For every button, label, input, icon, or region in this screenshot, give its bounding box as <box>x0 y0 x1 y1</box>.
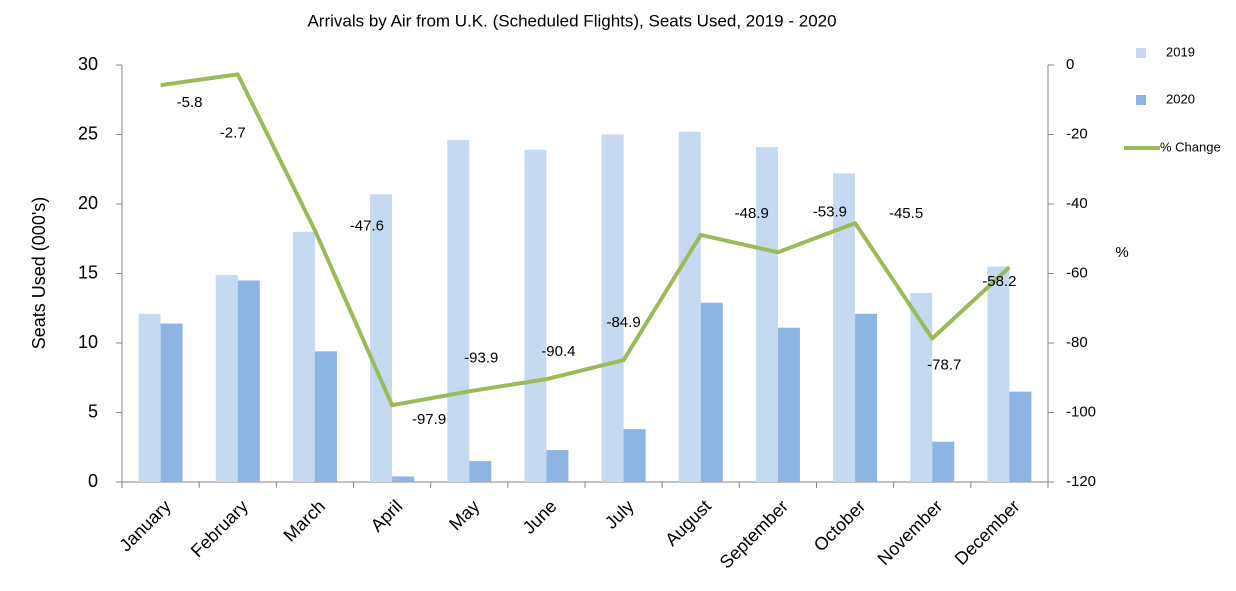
x-tick-label: October <box>810 496 869 555</box>
y-tick-label: 5 <box>88 401 98 421</box>
data-label: -48.9 <box>735 205 769 222</box>
data-label: -58.2 <box>982 273 1016 290</box>
x-tick-label: February <box>187 496 252 561</box>
bar <box>987 266 1010 482</box>
x-tick-label: August <box>661 496 715 550</box>
data-label: -97.9 <box>412 411 446 428</box>
bar <box>1009 391 1032 482</box>
bar <box>314 351 337 482</box>
data-label: -93.9 <box>464 349 498 366</box>
x-tick-label: January <box>115 496 174 555</box>
x-tick-label: June <box>519 496 561 538</box>
y-tick-label: 20 <box>78 193 98 213</box>
bar <box>370 194 393 482</box>
x-tick-label: December <box>951 496 1024 569</box>
legend-swatch <box>1136 95 1146 105</box>
legend-label: % Change <box>1160 139 1221 154</box>
y2-tick-label: -60 <box>1066 264 1088 281</box>
x-tick-label: April <box>367 496 407 536</box>
bar <box>447 140 470 482</box>
y2-tick-label: -100 <box>1066 403 1096 420</box>
legend-label: 2019 <box>1166 44 1195 59</box>
y2-tick-label: -20 <box>1066 125 1088 142</box>
bar <box>755 147 778 482</box>
data-label: -2.7 <box>220 124 246 141</box>
line <box>160 72 1011 408</box>
chart-title: Arrivals by Air from U.K. (Scheduled Fli… <box>307 11 836 30</box>
bar <box>700 302 723 482</box>
legend-label: 2020 <box>1166 91 1195 106</box>
data-label: -78.7 <box>927 356 961 373</box>
y-tick-label: 0 <box>88 471 98 491</box>
bar <box>777 327 800 482</box>
legend-swatch <box>1136 48 1146 58</box>
data-label: -45.5 <box>889 205 923 222</box>
bar <box>469 461 492 482</box>
bar <box>855 313 878 482</box>
y2-tick-label: -40 <box>1066 195 1088 212</box>
x-tick-label: September <box>716 496 792 572</box>
y-tick-label: 15 <box>78 262 98 282</box>
bar <box>138 313 161 482</box>
data-label: -90.4 <box>541 343 575 360</box>
bar <box>215 274 238 482</box>
bar <box>392 476 415 482</box>
x-tick-label: November <box>874 496 947 569</box>
y2-tick-label: 0 <box>1066 56 1074 73</box>
data-label: -5.8 <box>177 94 203 111</box>
bar <box>910 292 933 482</box>
data-label: -47.6 <box>350 217 384 234</box>
x-tick-label: March <box>280 496 330 546</box>
bar <box>601 134 624 482</box>
bar <box>546 450 569 482</box>
y-tick-label: 10 <box>78 332 98 352</box>
y2-tick-label: -120 <box>1066 473 1096 490</box>
y2-tick-label: -80 <box>1066 334 1088 351</box>
x-tick-label: July <box>601 496 638 533</box>
bar <box>623 429 646 482</box>
bar <box>678 131 701 482</box>
y2-axis-label: % <box>1115 244 1128 261</box>
bar <box>524 149 547 483</box>
y-tick-label: 30 <box>78 54 98 74</box>
bar <box>160 323 183 482</box>
bar <box>292 231 315 482</box>
y-axis-label: Seats Used (000's) <box>29 197 49 350</box>
y-tick-label: 25 <box>78 123 98 143</box>
data-label: -53.9 <box>813 203 847 220</box>
bar <box>932 441 955 482</box>
data-label: -84.9 <box>606 314 640 331</box>
bar <box>833 173 856 483</box>
x-tick-label: May <box>445 496 483 534</box>
bar <box>237 280 260 482</box>
